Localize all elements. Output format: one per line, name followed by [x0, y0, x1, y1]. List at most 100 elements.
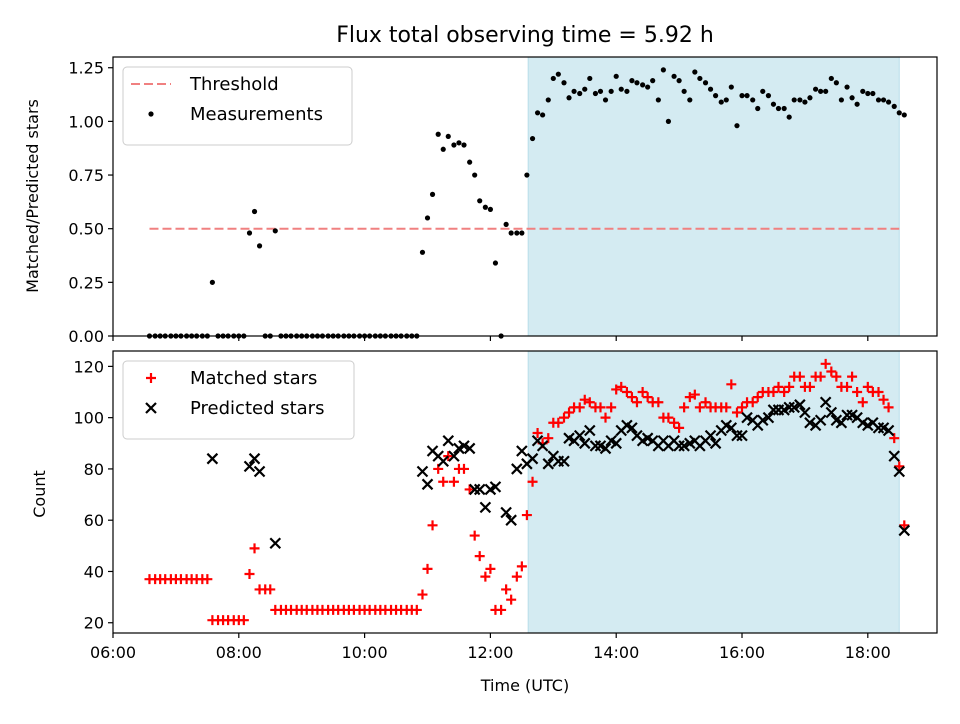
data-point [852, 387, 863, 398]
data-point [854, 101, 860, 107]
data-point [726, 379, 737, 390]
data-point [752, 392, 763, 403]
chart-title: Flux total observing time = 5.92 h [336, 23, 714, 48]
data-point [838, 97, 844, 103]
data-point [847, 371, 858, 382]
data-point [762, 411, 775, 424]
y-tick-label: 40 [84, 562, 104, 581]
data-point [553, 417, 564, 428]
data-point [597, 88, 604, 94]
data-point [842, 381, 853, 392]
data-point [443, 451, 454, 462]
data-point [621, 387, 632, 398]
data-point [463, 442, 476, 455]
data-point [707, 86, 714, 92]
legend: Matched stars Predicted stars [122, 360, 355, 440]
data-point [442, 434, 455, 447]
data-point [616, 381, 627, 392]
data-point [673, 440, 685, 452]
data-point [841, 409, 853, 421]
x-tick-label: 18:00 [845, 643, 891, 662]
data-point [524, 172, 530, 178]
data-point [756, 414, 769, 426]
data-point [663, 412, 674, 423]
data-point [461, 142, 467, 148]
data-point [815, 371, 826, 382]
legend-box [122, 66, 353, 146]
y-tick-label: 80 [84, 460, 104, 479]
data-point [873, 387, 884, 398]
data-point [775, 105, 782, 112]
data-point [739, 93, 745, 99]
data-point [564, 407, 575, 418]
data-point [606, 402, 617, 413]
data-point [878, 394, 889, 405]
data-point [631, 397, 642, 408]
data-point [704, 429, 717, 442]
data-point [543, 433, 554, 444]
data-point [626, 392, 637, 403]
data-point [589, 440, 602, 452]
data-point [529, 135, 536, 142]
data-point [427, 520, 438, 531]
data-point [875, 97, 882, 103]
data-point [602, 97, 609, 103]
x-tick-label: 12:00 [467, 643, 513, 662]
data-point [736, 429, 748, 442]
data-point [574, 402, 585, 413]
data-point [687, 97, 693, 103]
data-point [862, 381, 873, 392]
data-point [448, 450, 460, 462]
x-tick-label: 08:00 [216, 643, 262, 662]
data-point [440, 146, 446, 152]
data-point [534, 110, 541, 116]
data-point [251, 208, 258, 215]
data-point [894, 461, 905, 472]
data-point [474, 551, 485, 562]
legend-label: Predicted stars [190, 398, 324, 419]
data-point [496, 604, 507, 615]
data-point [500, 506, 512, 519]
data-point [558, 412, 569, 423]
data-point [888, 450, 901, 462]
data-point [599, 442, 612, 455]
y-tick-label: 0.00 [68, 327, 104, 346]
y-tick-label: 20 [84, 614, 104, 633]
data-point [650, 78, 656, 84]
data-point [506, 594, 517, 605]
data-point [813, 86, 819, 92]
data-point [592, 90, 599, 97]
data-point [429, 191, 436, 197]
data-point [540, 112, 546, 118]
data-point [611, 384, 622, 395]
data-point [725, 422, 738, 434]
data-point [674, 422, 685, 433]
data-point [794, 371, 805, 382]
data-point [818, 88, 824, 94]
data-point [737, 402, 748, 413]
data-point [804, 417, 816, 429]
data-point [655, 97, 661, 103]
data-point [265, 584, 276, 595]
series-measurements [146, 67, 907, 339]
legend-box [122, 360, 355, 440]
data-point [209, 279, 215, 285]
data-point [202, 574, 213, 585]
y-tick-label: 0.50 [68, 220, 104, 239]
data-point [681, 88, 687, 94]
data-point [516, 561, 527, 572]
y-tick-label: 1.00 [68, 112, 104, 131]
data-point [256, 243, 263, 249]
data-point [445, 133, 451, 140]
data-point [728, 84, 734, 90]
data-point [573, 429, 586, 442]
data-point [610, 437, 622, 450]
data-point [416, 465, 429, 478]
data-point [857, 397, 868, 408]
plot-frame [112, 56, 938, 337]
data-point [697, 75, 703, 82]
x-tick-label: 06:00 [90, 643, 136, 662]
data-point [600, 412, 611, 423]
data-point [613, 73, 619, 79]
